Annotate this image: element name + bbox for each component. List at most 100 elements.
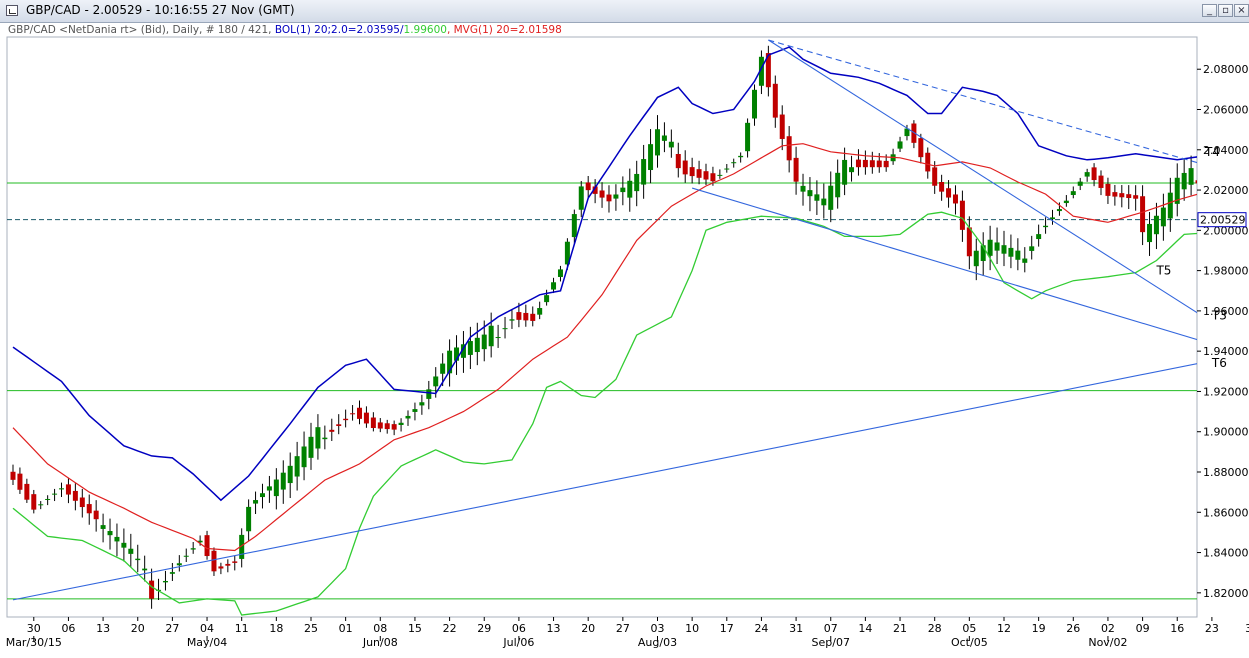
instrument-info: GBP/CAD <NetDania rt> (Bid), Daily, # 18…: [8, 24, 275, 36]
trendline-long-term: [12, 363, 1197, 601]
candle: [419, 402, 425, 406]
day-tick-label: 21: [893, 622, 907, 635]
candle: [509, 319, 515, 321]
plot-area: [6, 36, 1198, 618]
price-tick-label: 1.88000: [1203, 466, 1249, 479]
candle: [322, 437, 328, 440]
moving-average-legend: , MVG(1) 20=2.01598: [446, 24, 562, 36]
candle: [641, 159, 647, 185]
candle: [107, 531, 113, 536]
price-tick-label: 1.82000: [1203, 587, 1249, 600]
candle: [253, 500, 259, 504]
candle: [474, 337, 480, 353]
candle: [516, 312, 522, 320]
candle: [440, 363, 446, 374]
candle: [1036, 234, 1042, 240]
candle: [1195, 180, 1197, 184]
plot-layer: [7, 39, 1197, 616]
candle: [343, 418, 349, 421]
candle: [1056, 209, 1062, 212]
day-tick-label: 17: [720, 622, 734, 635]
day-tick-label: 29: [477, 622, 491, 635]
window-title: GBP/CAD - 2.00529 - 10:16:55 27 Nov (GMT…: [26, 3, 295, 17]
candle: [45, 498, 51, 500]
month-tick-label: Mar/30/15: [6, 636, 62, 649]
candle: [1105, 183, 1111, 196]
candle: [211, 550, 217, 572]
candle: [266, 486, 272, 491]
candle: [1098, 175, 1104, 188]
candle: [149, 580, 155, 599]
candle: [162, 580, 168, 583]
day-tick-label: 19: [1032, 622, 1046, 635]
candle: [613, 194, 619, 199]
candle: [1126, 194, 1132, 199]
candle: [606, 194, 612, 202]
title-bar[interactable]: GBP/CAD - 2.00529 - 10:16:55 27 Nov (GMT…: [0, 0, 1249, 23]
candle: [932, 167, 938, 186]
candle: [592, 186, 598, 194]
candle: [585, 182, 591, 191]
candle: [786, 136, 792, 161]
price-tick-label: 1.96000: [1203, 305, 1249, 318]
day-tick-label: 30: [1245, 622, 1249, 635]
day-tick-label: 02: [1101, 622, 1115, 635]
month-tick-label: May/04: [187, 636, 227, 649]
day-tick-label: 15: [408, 622, 422, 635]
candle: [273, 479, 279, 497]
restore-button[interactable]: ▫: [1218, 4, 1233, 17]
candle: [93, 510, 99, 520]
day-tick-label: 26: [1066, 622, 1080, 635]
candle: [1043, 225, 1049, 228]
candle: [1174, 177, 1180, 204]
candle: [391, 424, 397, 430]
candle: [564, 241, 570, 265]
candle: [821, 198, 827, 206]
candle: [876, 160, 882, 168]
candle: [370, 417, 376, 429]
bollinger-upper-line: [12, 46, 1197, 502]
candle: [724, 168, 730, 170]
candle: [1077, 181, 1083, 186]
candle: [627, 180, 633, 198]
candle: [1022, 258, 1028, 263]
candle: [447, 350, 453, 374]
candle: [169, 572, 175, 574]
candle: [86, 504, 92, 514]
day-tick-label: 07: [824, 622, 838, 635]
price-tick-label: 2.06000: [1203, 104, 1249, 117]
candle: [835, 172, 841, 198]
minimize-button[interactable]: _: [1202, 4, 1217, 17]
candle: [654, 129, 660, 156]
candle: [966, 227, 972, 257]
candle: [1084, 172, 1090, 177]
candle: [710, 173, 716, 182]
trendline-t4: [768, 39, 1197, 164]
candle: [31, 494, 37, 510]
day-tick-label: 28: [928, 622, 942, 635]
candle: [384, 423, 390, 430]
day-tick-label: 23: [1205, 622, 1219, 635]
candle: [128, 548, 134, 554]
candle: [79, 497, 85, 508]
candle: [689, 167, 695, 177]
candle: [772, 83, 778, 118]
indicator-legend: GBP/CAD <NetDania rt> (Bid), Daily, # 18…: [8, 24, 562, 36]
candle: [72, 490, 78, 501]
candle: [557, 269, 563, 277]
candle: [731, 162, 737, 164]
candle: [197, 540, 203, 543]
bollinger-lower-legend: 1.99600: [403, 24, 447, 36]
day-tick-label: 08: [373, 622, 387, 635]
price-tick-label: 1.90000: [1203, 426, 1249, 439]
month-tick-label: Sep/07: [812, 636, 850, 649]
candle: [1181, 172, 1187, 190]
day-tick-label: 18: [269, 622, 283, 635]
candle: [183, 555, 189, 557]
day-tick-label: 09: [1136, 622, 1150, 635]
month-tick-label: Jun/08: [362, 636, 398, 649]
candle: [599, 190, 605, 198]
candle: [426, 389, 432, 399]
